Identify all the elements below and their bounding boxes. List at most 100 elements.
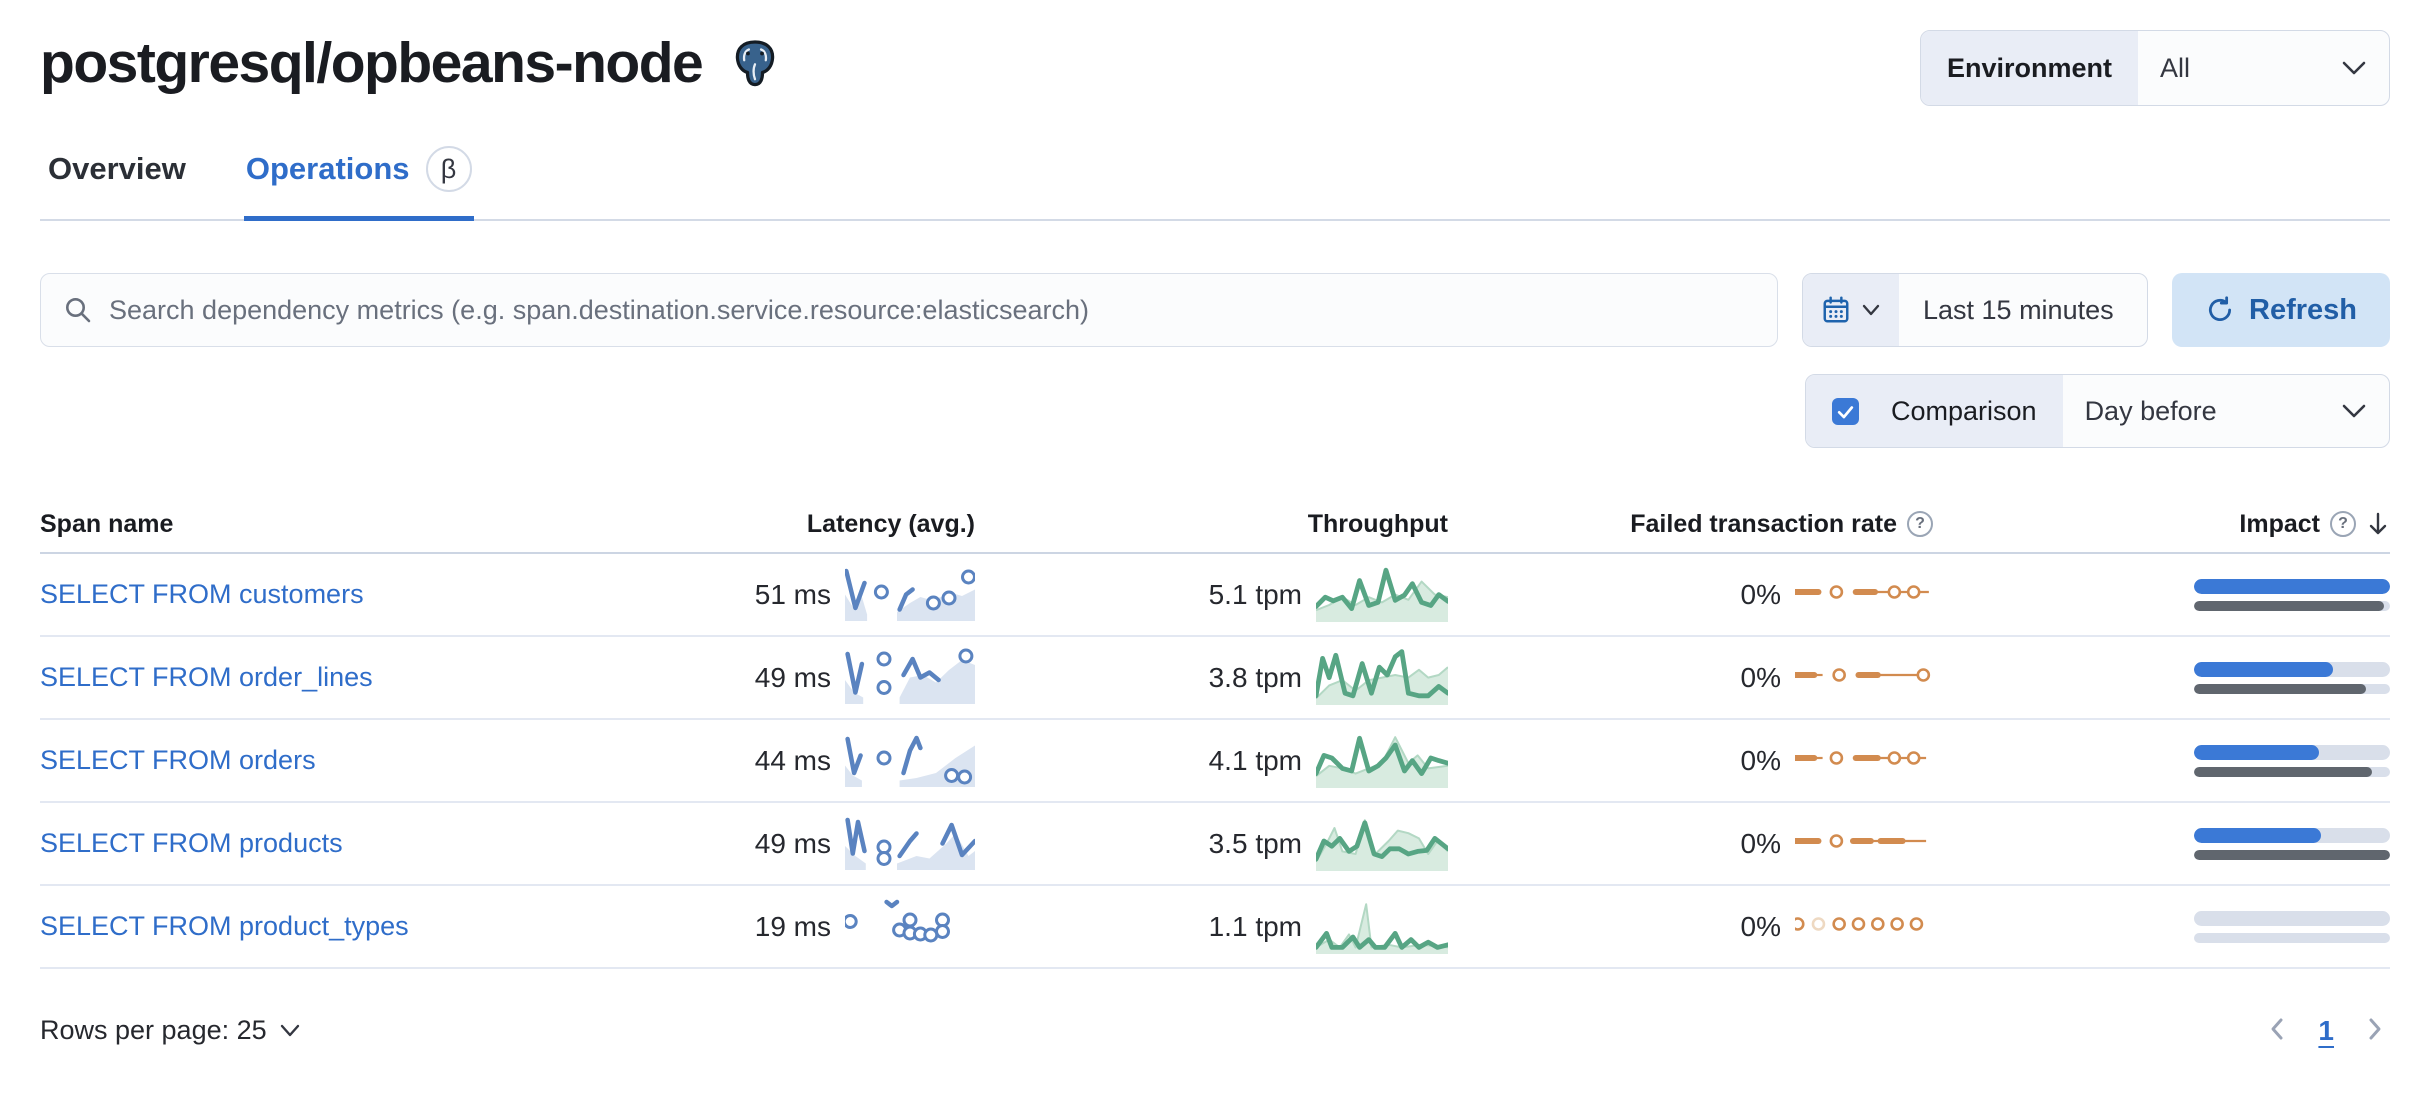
search-input[interactable] [109, 294, 1755, 326]
latency-value: 49 ms [754, 827, 831, 859]
throughput-value: 5.1 tpm [1208, 578, 1302, 610]
rows-per-page-button[interactable]: Rows per page: 25 [40, 1015, 301, 1046]
failed-rate-sparkline [1790, 911, 1933, 942]
throughput-sparkline [1313, 810, 1451, 877]
impact-bar-previous [2194, 766, 2373, 777]
impact-bar-previous [2194, 849, 2390, 860]
previous-page-button[interactable] [2262, 1011, 2292, 1050]
impact-bars [2194, 744, 2390, 777]
comparison-select[interactable]: Day before [2063, 375, 2389, 447]
throughput-value: 3.5 tpm [1208, 827, 1302, 859]
latency-value: 44 ms [754, 744, 831, 776]
table-header-row: Span name Latency (avg.) Throughput Fail… [40, 496, 2390, 554]
tab-overview[interactable]: Overview [48, 151, 186, 186]
impact-bar-current [2194, 578, 2390, 594]
next-page-button[interactable] [2360, 1011, 2390, 1050]
comparison-control: Comparison Day before [1805, 374, 2390, 448]
failed-rate-sparkline [1792, 662, 1933, 693]
failed-rate-sparkline [1792, 579, 1933, 610]
tab-bar: Overview Operations β [40, 136, 2390, 221]
failed-rate-value: 0% [1740, 578, 1781, 610]
throughput-sparkline [1313, 727, 1451, 794]
impact-bar-current [2194, 661, 2334, 677]
refresh-icon [2208, 296, 2232, 322]
pagination: 1 [2262, 1011, 2390, 1050]
throughput-value: 1.1 tpm [1208, 910, 1302, 942]
comparison-checkbox[interactable] [1832, 397, 1859, 425]
toolbar: Last 15 minutes Refresh [40, 273, 2390, 347]
sort-descending-icon [2369, 512, 2387, 535]
chevron-left-icon [2271, 1018, 2283, 1040]
impact-bar-current [2194, 827, 2322, 843]
environment-select[interactable]: Environment All [1920, 30, 2390, 106]
chevron-down-icon [2342, 404, 2366, 418]
table-body: SELECT FROM customers 51 ms 5.1 tpm 0% S… [40, 554, 2390, 969]
operations-table: Span name Latency (avg.) Throughput Fail… [40, 496, 2390, 969]
environment-label: Environment [1921, 31, 2139, 105]
help-icon[interactable]: ? [1907, 511, 1933, 537]
table-row: SELECT FROM order_lines 49 ms 3.8 tpm 0% [40, 637, 2390, 720]
latency-value: 49 ms [754, 661, 831, 693]
table-row: SELECT FROM product_types 19 ms 1.1 tpm … [40, 886, 2390, 969]
latency-sparkline [844, 561, 976, 628]
throughput-value: 4.1 tpm [1208, 744, 1302, 776]
page-title: postgresql/opbeans-node [40, 31, 704, 95]
failed-rate-sparkline [1792, 828, 1933, 859]
latency-sparkline [845, 727, 975, 794]
time-range-value[interactable]: Last 15 minutes [1923, 294, 2114, 325]
table-row: SELECT FROM orders 44 ms 4.1 tpm 0% [40, 720, 2390, 803]
column-header-impact[interactable]: Impact ? [1933, 510, 2390, 539]
calendar-icon [1823, 296, 1849, 323]
column-header-span-name[interactable]: Span name [40, 509, 174, 538]
chevron-down-icon [280, 1024, 299, 1037]
latency-sparkline [842, 893, 975, 960]
throughput-sparkline [1313, 893, 1451, 960]
impact-bar-current [2194, 744, 2320, 760]
throughput-value: 3.8 tpm [1208, 661, 1302, 693]
date-picker[interactable]: Last 15 minutes [1802, 273, 2148, 347]
span-name-link[interactable]: SELECT FROM customers [40, 579, 364, 609]
span-name-link[interactable]: SELECT FROM order_lines [40, 662, 373, 692]
page-header: postgresql/opbeans-node Environment All [40, 0, 2390, 106]
failed-rate-value: 0% [1740, 910, 1781, 942]
table-footer: Rows per page: 25 1 [40, 1011, 2390, 1050]
throughput-sparkline [1313, 644, 1451, 711]
failed-rate-value: 0% [1740, 744, 1781, 776]
help-icon[interactable]: ? [2330, 511, 2356, 537]
impact-bar-previous [2194, 683, 2367, 694]
latency-sparkline [845, 810, 978, 877]
search-bar [40, 273, 1778, 347]
impact-bars [2194, 578, 2390, 611]
column-header-latency[interactable]: Latency (avg.) [806, 509, 975, 538]
tab-operations[interactable]: Operations β [243, 136, 474, 221]
chevron-right-icon [2369, 1018, 2381, 1040]
beta-badge: β [425, 146, 472, 192]
impact-bars [2194, 661, 2390, 694]
chevron-down-icon [2342, 61, 2366, 75]
latency-value: 51 ms [754, 578, 831, 610]
column-header-failed-rate[interactable]: Failed transaction rate ? [1448, 510, 1933, 539]
check-icon [1837, 405, 1854, 418]
latency-sparkline [845, 644, 975, 711]
chevron-down-icon [1862, 304, 1880, 316]
column-header-throughput[interactable]: Throughput [1307, 509, 1448, 538]
impact-bars [2194, 910, 2390, 943]
span-name-link[interactable]: SELECT FROM orders [40, 745, 316, 775]
search-icon [66, 298, 91, 323]
impact-bars [2194, 827, 2390, 860]
failed-rate-sparkline [1792, 745, 1933, 776]
refresh-button[interactable]: Refresh [2172, 273, 2390, 347]
table-row: SELECT FROM customers 51 ms 5.1 tpm 0% [40, 554, 2390, 637]
throughput-sparkline [1313, 561, 1451, 628]
page-number[interactable]: 1 [2318, 1014, 2334, 1046]
failed-rate-value: 0% [1740, 827, 1781, 859]
date-picker-quick-select[interactable] [1803, 274, 1899, 346]
postgresql-logo-icon [736, 40, 775, 87]
span-name-link[interactable]: SELECT FROM products [40, 828, 343, 858]
latency-value: 19 ms [754, 910, 831, 942]
span-name-link[interactable]: SELECT FROM product_types [40, 911, 409, 941]
table-row: SELECT FROM products 49 ms 3.5 tpm 0% [40, 803, 2390, 886]
comparison-label: Comparison [1891, 395, 2037, 426]
failed-rate-value: 0% [1740, 661, 1781, 693]
